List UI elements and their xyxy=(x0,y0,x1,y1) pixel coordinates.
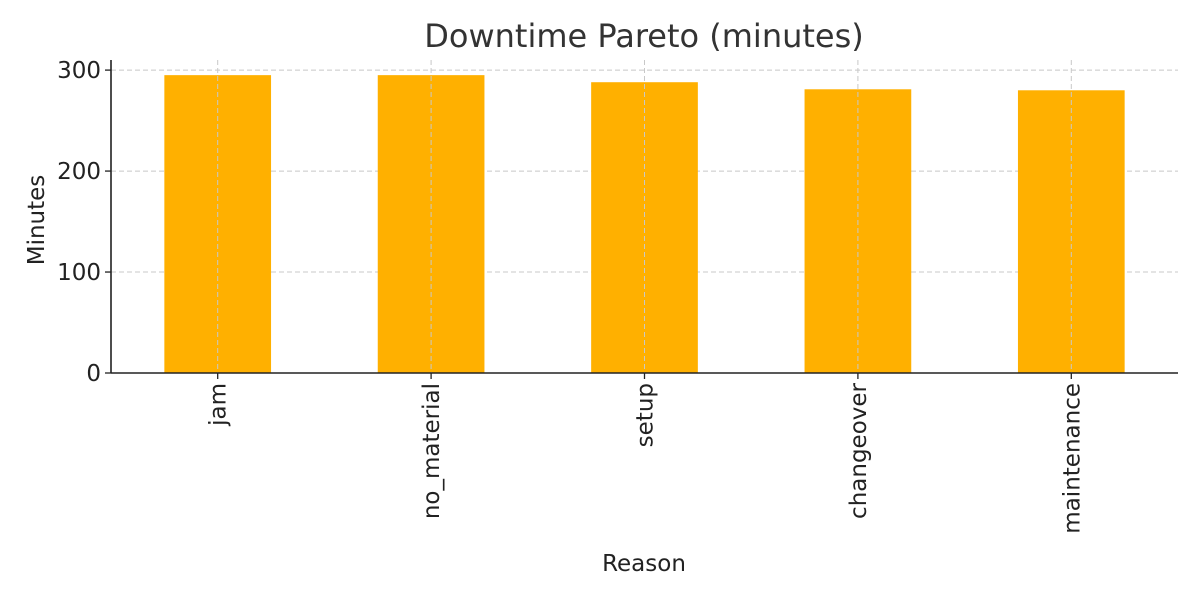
chart-title: Downtime Pareto (minutes) xyxy=(424,17,864,55)
x-tick-label-setup: setup xyxy=(633,383,659,447)
x-tick-label-changeover: changeover xyxy=(846,382,872,518)
y-axis-label: Minutes xyxy=(24,175,50,266)
x-tick-label-maintenance: maintenance xyxy=(1059,383,1085,534)
ticks-layer: 0 100 200 300 jam no_material setup changeover m… xyxy=(57,58,1085,534)
y-tick-label: 100 xyxy=(57,260,101,286)
x-axis-label: Reason xyxy=(602,551,686,577)
x-tick-label-jam: jam xyxy=(206,383,232,427)
y-tick-label: 300 xyxy=(57,58,101,84)
y-tick-label: 0 xyxy=(86,361,101,387)
x-tick-label-no-material: no_material xyxy=(419,383,445,519)
y-tick-label: 200 xyxy=(57,159,101,185)
grid-layer xyxy=(111,69,1178,273)
